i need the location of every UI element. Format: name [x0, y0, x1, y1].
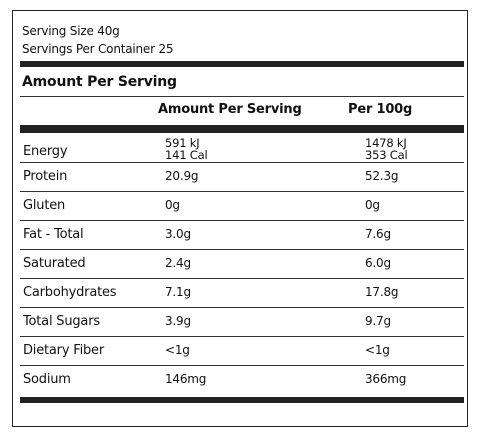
servings-per-container: Servings Per Container 25	[22, 42, 174, 56]
top-thick-divider	[20, 61, 464, 67]
nutrient-row-gluten: Gluten 0g 0g	[20, 192, 464, 221]
nutrient-name: Saturated	[23, 256, 86, 271]
value-per-serving: 2.4g	[165, 256, 191, 270]
nutrient-name: Total Sugars	[23, 314, 100, 329]
value-per-serving: 7.1g	[165, 285, 191, 299]
nutrient-name: Gluten	[23, 198, 66, 213]
nutrition-panel: Serving Size 40g Servings Per Container …	[12, 10, 468, 427]
value-per-100g: 7.6g	[365, 227, 391, 241]
energy-cal: 353 Cal	[365, 148, 408, 162]
section-title: Amount Per Serving	[22, 74, 177, 90]
nutrient-name: Sodium	[23, 372, 71, 387]
value-per-100g: 0g	[365, 198, 380, 212]
value-per-100g: 6.0g	[365, 256, 391, 270]
nutrient-row-dietary-fiber: Dietary Fiber <1g <1g	[20, 337, 464, 366]
column-header-per-100g: Per 100g	[348, 102, 413, 117]
energy-cal: 141 Cal	[165, 148, 208, 162]
value-per-serving: 3.0g	[165, 227, 191, 241]
column-header-per-serving: Amount Per Serving	[158, 102, 302, 117]
header-thick-divider	[20, 125, 464, 133]
value-per-100g: <1g	[365, 343, 390, 357]
value-per-serving: <1g	[165, 343, 190, 357]
nutrient-row-carbohydrates: Carbohydrates 7.1g 17.8g	[20, 279, 464, 308]
energy-kj: 1478 kJ	[365, 136, 407, 150]
section-divider	[20, 96, 464, 97]
value-per-100g: 366mg	[365, 372, 407, 386]
nutrient-name: Dietary Fiber	[23, 343, 104, 358]
nutrient-row-fat-total: Fat - Total 3.0g 7.6g	[20, 221, 464, 250]
value-per-serving: 3.9g	[165, 314, 191, 328]
energy-per-serving: 591 kJ 141 Cal	[165, 136, 208, 162]
energy-kj: 591 kJ	[165, 136, 200, 150]
value-per-100g: 17.8g	[365, 285, 399, 299]
value-per-100g: 9.7g	[365, 314, 391, 328]
bottom-thick-divider	[20, 397, 464, 403]
nutrient-row-saturated: Saturated 2.4g 6.0g	[20, 250, 464, 279]
value-per-100g: 52.3g	[365, 169, 399, 183]
nutrient-name: Energy	[23, 144, 68, 159]
nutrient-row-sodium: Sodium 146mg 366mg	[20, 366, 464, 395]
value-per-serving: 20.9g	[165, 169, 199, 183]
value-per-serving: 0g	[165, 198, 180, 212]
nutrient-row-total-sugars: Total Sugars 3.9g 9.7g	[20, 308, 464, 337]
nutrient-name: Protein	[23, 169, 68, 184]
nutrient-name: Carbohydrates	[23, 285, 117, 300]
serving-size: Serving Size 40g	[22, 24, 120, 38]
nutrient-name: Fat - Total	[23, 227, 84, 242]
energy-per-100g: 1478 kJ 353 Cal	[365, 136, 408, 162]
value-per-serving: 146mg	[165, 372, 207, 386]
nutrient-row-protein: Protein 20.9g 52.3g	[20, 163, 464, 192]
nutrient-row-energy: Energy 591 kJ 141 Cal 1478 kJ 353 Cal	[20, 134, 464, 163]
